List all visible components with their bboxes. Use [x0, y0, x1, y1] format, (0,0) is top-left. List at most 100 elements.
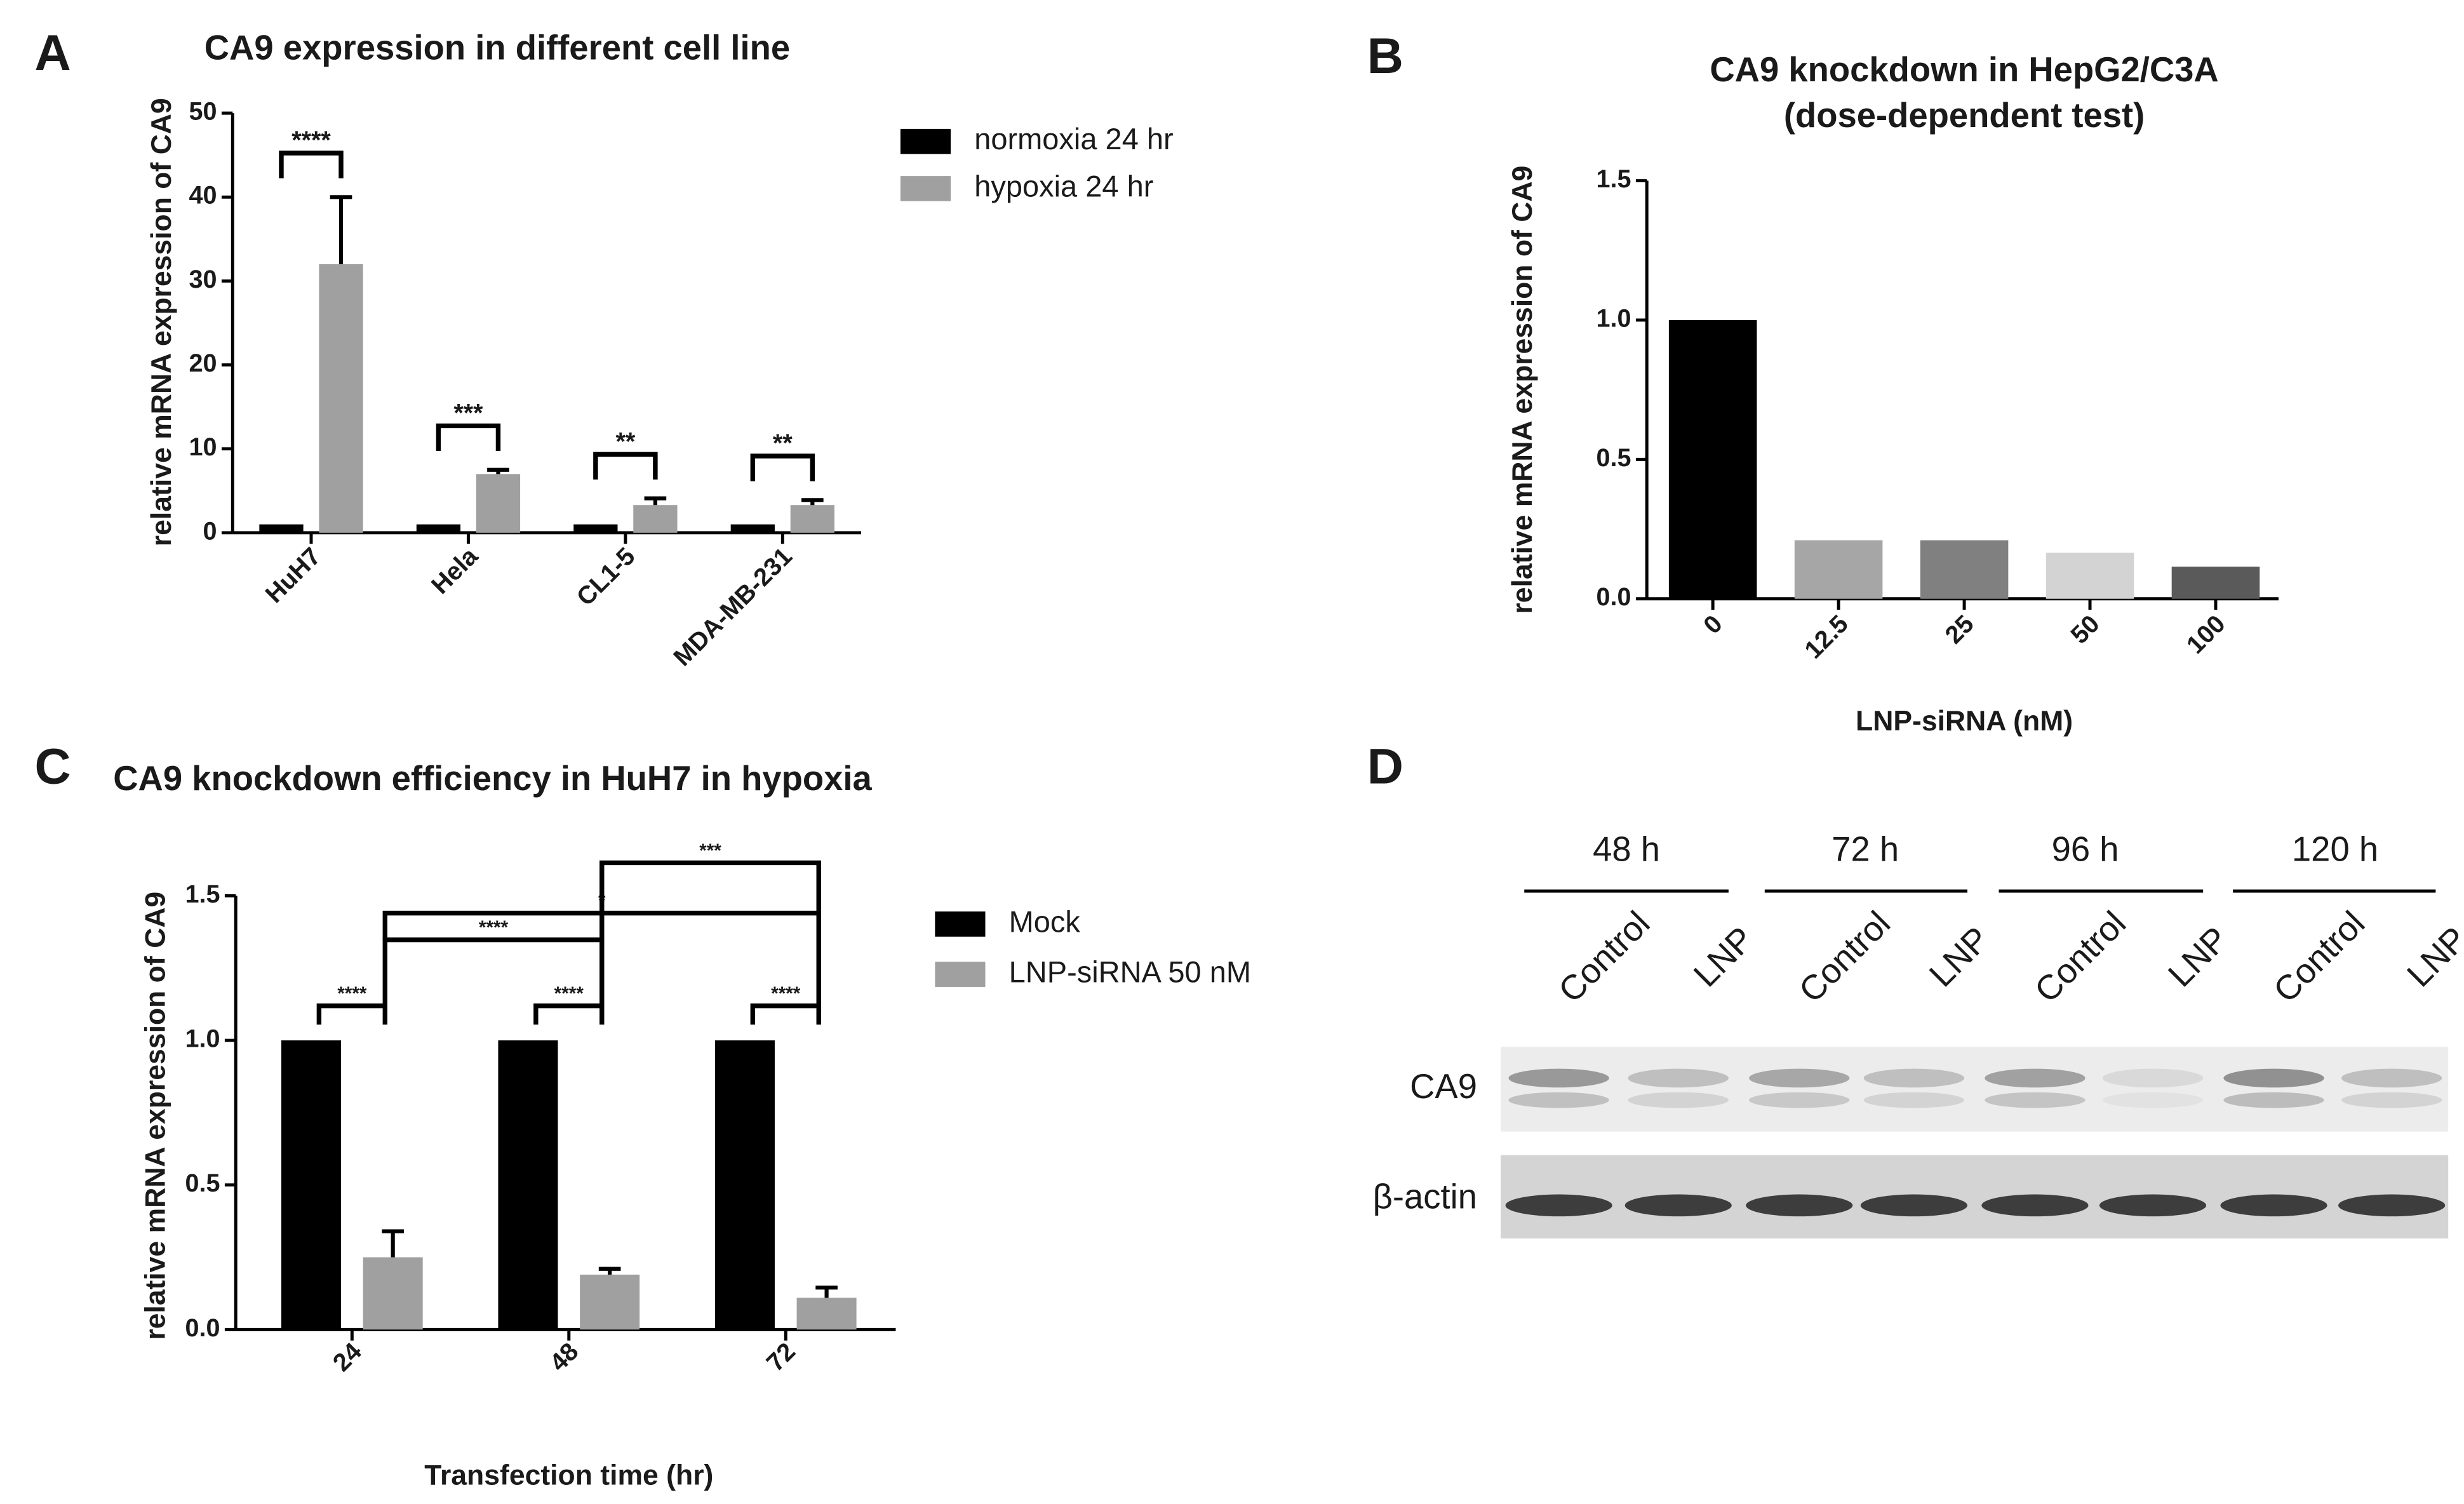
chart-title: CA9 knockdown efficiency in HuH7 in hypo… [113, 759, 872, 798]
x-tick-label: 12.5 [1799, 610, 1854, 664]
significance-bracket [750, 453, 815, 481]
x-tick-label: 48 [544, 1338, 584, 1377]
legend-swatch [935, 962, 986, 987]
legend-label: Mock [1009, 904, 1081, 938]
bar [790, 505, 834, 533]
significance-label: **** [479, 917, 509, 938]
significance-label: **** [337, 983, 367, 1004]
y-axis-label: relative mRNA expression of CA9 [1507, 166, 1538, 614]
bar [2171, 567, 2260, 599]
bar [730, 524, 775, 533]
y-tick-label: 20 [189, 349, 217, 377]
y-axis-label: relative mRNA expression of CA9 [146, 98, 177, 546]
significance-bracket [382, 937, 605, 1006]
bar [281, 1040, 342, 1330]
bar [363, 1257, 423, 1330]
error-bar [487, 467, 509, 474]
y-tick-label: 0 [203, 517, 217, 545]
bar [796, 1298, 857, 1330]
lane-label: LNP [2399, 919, 2464, 994]
blot-band [1508, 1092, 1609, 1108]
x-tick-label: 24 [328, 1338, 367, 1377]
bar [476, 474, 521, 533]
chart-title: CA9 knockdown in HepG2/C3A [1710, 50, 2218, 89]
blot-band [1624, 1194, 1732, 1217]
timepoint: 96 h [2052, 829, 2119, 868]
significance-bracket [593, 452, 658, 480]
significance-label: ** [615, 427, 635, 455]
legend-swatch [900, 128, 951, 154]
blot-band [1628, 1068, 1729, 1088]
lane-label: LNP [1686, 919, 1761, 994]
y-tick-label: 0.0 [185, 1314, 220, 1342]
blot-band [1508, 1068, 1609, 1088]
x-tick-label: CL1-5 [572, 542, 641, 612]
bar [714, 1040, 775, 1330]
blot-band [1981, 1194, 2089, 1217]
x-axis-label: Transfection time (hr) [424, 1460, 713, 1491]
y-tick-label: 30 [189, 265, 217, 293]
panel-letter: A [35, 24, 71, 81]
legend-label: hypoxia 24 hr [974, 169, 1153, 203]
y-tick-label: 50 [189, 98, 217, 126]
row-label: β-actin [1373, 1177, 1477, 1216]
significance-label: *** [453, 399, 483, 427]
timepoint: 72 h [1831, 829, 1899, 868]
blot-band [2338, 1194, 2446, 1217]
blot-band [1985, 1092, 2086, 1108]
lane-label: Control [2027, 904, 2133, 1010]
y-tick-label: 1.0 [185, 1025, 220, 1053]
blot-band [2223, 1092, 2324, 1108]
timepoint: 120 h [2292, 829, 2378, 868]
y-tick-label: 1.5 [185, 880, 220, 908]
bar [416, 524, 461, 533]
x-tick-label: 25 [1939, 610, 1979, 649]
significance-label: **** [291, 126, 331, 154]
blot-band [1860, 1194, 1968, 1217]
significance-bracket [436, 423, 501, 452]
blot-band [1749, 1068, 1850, 1088]
bar [498, 1040, 558, 1330]
lane-label: Control [1791, 904, 1898, 1010]
y-tick-label: 0.0 [1596, 583, 1631, 611]
x-tick-label: Hela [426, 542, 484, 600]
blot-band [2099, 1194, 2207, 1217]
bar [580, 1274, 640, 1330]
lane-label: LNP [1922, 919, 1997, 994]
panel-letter: D [1367, 737, 1403, 794]
y-tick-label: 0.5 [1596, 444, 1631, 472]
bar [1920, 540, 2009, 599]
chart-subtitle: (dose-dependent test) [1784, 96, 2145, 135]
blot-band [1628, 1092, 1729, 1108]
y-tick-label: 1.5 [1596, 165, 1631, 193]
panel-letter: C [35, 737, 71, 794]
x-tick-label: MDA-MB-231 [668, 542, 798, 672]
blot-band [1749, 1092, 1850, 1108]
bar [1668, 319, 1757, 599]
y-tick-label: 1.0 [1596, 304, 1631, 332]
x-axis-label: LNP-siRNA (nM) [1856, 706, 2073, 737]
legend-label: normoxia 24 hr [974, 122, 1174, 156]
y-tick-label: 40 [189, 182, 217, 210]
row-label: CA9 [1410, 1067, 1477, 1106]
x-tick-label: 50 [2065, 610, 2105, 649]
significance-bracket [316, 1003, 388, 1025]
x-tick-label: 0 [1698, 610, 1728, 640]
timepoint: 48 h [1593, 829, 1660, 868]
significance-bracket [279, 151, 344, 178]
y-tick-label: 10 [189, 433, 217, 461]
blot-band [2223, 1068, 2324, 1088]
significance-bracket [750, 1003, 821, 1025]
legend-swatch [900, 176, 951, 201]
bar [573, 524, 618, 533]
y-axis-label: relative mRNA expression of CA9 [140, 892, 171, 1340]
chart-title: CA9 expression in different cell line [204, 29, 790, 67]
blot-band [2220, 1194, 2327, 1217]
significance-label: **** [771, 983, 801, 1004]
y-tick-label: 0.5 [185, 1169, 220, 1197]
panel-letter: B [1367, 27, 1403, 84]
blot-membrane [1501, 1046, 2449, 1132]
blot-band [2102, 1092, 2204, 1108]
x-tick-label: 72 [761, 1338, 801, 1377]
